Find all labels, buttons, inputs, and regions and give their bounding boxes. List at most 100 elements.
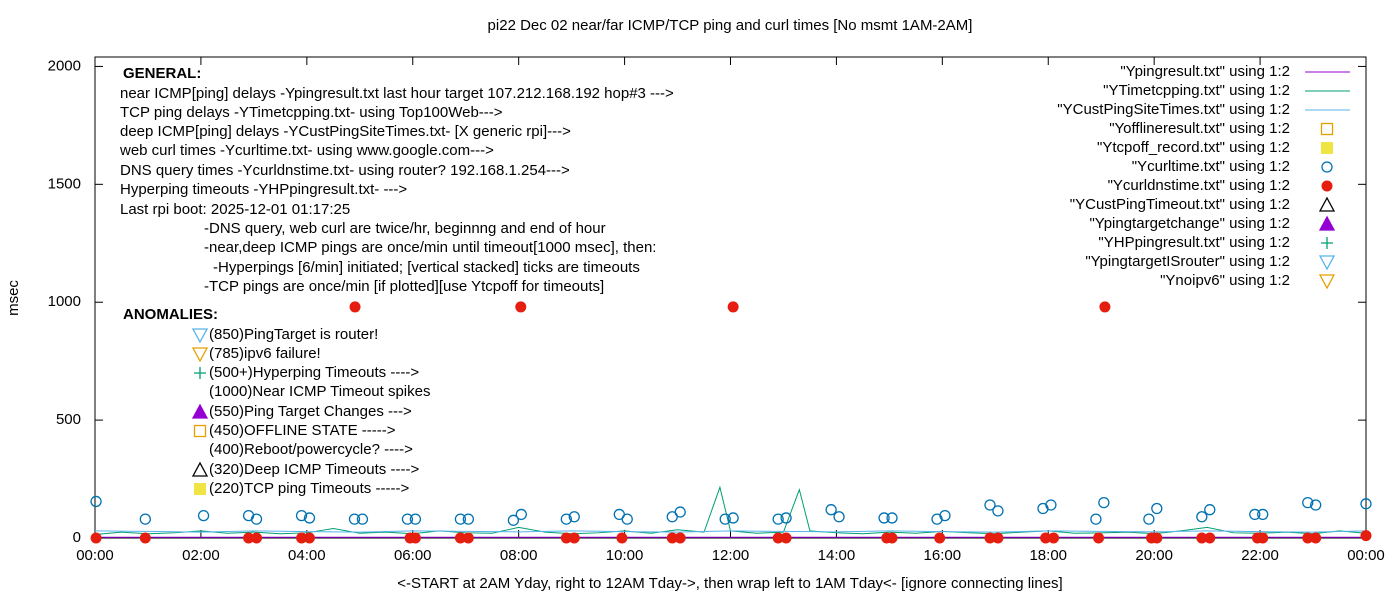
annotation: (785)ipv6 failure! [209,345,321,362]
data-point [349,301,361,313]
data-point [1048,532,1060,544]
annotation: (450)OFFLINE STATE -----> [209,422,396,439]
data-point [409,513,422,525]
data-point [454,513,467,525]
y-tick-label: 1000 [48,293,81,310]
data-point [90,495,102,508]
data-point [515,508,527,521]
legend-swatch [1321,161,1333,173]
data-point [243,532,255,544]
legend-label: "Yofflineresult.txt" using 1:2 [1109,120,1290,137]
legend-label: "YTimetcpping.txt" using 1:2 [1103,82,1290,99]
legend-label: "Ypingtargetchange" using 1:2 [1089,215,1290,232]
data-point [1360,498,1372,510]
data-point [348,513,361,525]
data-point [666,532,678,544]
data-point [409,532,421,544]
annotation: (1000)Near ICMP Timeout spikes [209,383,430,400]
data-point [772,532,784,544]
data-point [727,301,739,313]
data-point [992,505,1004,517]
legend-swatch [1321,180,1333,192]
y-tick-label: 0 [73,529,81,546]
annotation: -TCP pings are once/min [if plotted][use… [204,278,604,295]
x-tick-label: 16:00 [924,547,962,564]
data-point [825,504,837,516]
data-point [1196,511,1208,523]
annotation-symbol [194,367,206,379]
data-point [1360,530,1372,542]
data-point [1257,508,1269,521]
data-point [833,511,845,523]
legend-label: "Ypingresult.txt" using 1:2 [1120,63,1290,80]
data-point [568,532,580,544]
data-point [1040,532,1052,544]
legend-swatch [1318,255,1336,271]
data-point [1098,496,1110,509]
data-point [1151,532,1163,544]
legend-label: "YCustPingSiteTimes.txt" using 1:2 [1057,101,1290,118]
x-tick-label: 00:00 [1347,547,1385,564]
data-point [1310,532,1322,544]
annotation: ANOMALIES: [123,306,218,323]
annotation: TCP ping delays -YTimetcpping.txt- using… [120,104,503,121]
legend-label: "YCustPingTimeout.txt" using 1:2 [1070,196,1290,213]
data-point [886,512,898,524]
data-point [507,514,520,526]
legend-swatch [1321,142,1333,154]
data-point [1249,508,1261,521]
annotation: GENERAL: [123,65,201,82]
x-tick-label: 20:00 [1135,547,1173,564]
data-point [356,513,369,525]
data-point [303,512,316,524]
annotation: (320)Deep ICMP Timeouts ----> [209,461,419,478]
data-point [303,532,315,544]
x-axis-label: <-START at 2AM Yday, right to 12AM Tday-… [397,575,1062,592]
data-point [984,499,996,511]
data-point [934,532,946,544]
data-point [878,512,890,524]
annotation-symbol [191,347,209,363]
legend-label: "Ycurldnstime.txt" using 1:2 [1108,177,1290,194]
legend-label: "Ytcpoff_record.txt" using 1:2 [1097,139,1290,156]
data-point [886,532,898,544]
chart-title: pi22 Dec 02 near/far ICMP/TCP ping and c… [488,17,973,34]
x-tick-label: 18:00 [1029,547,1067,564]
data-point [1204,504,1216,516]
annotation: (550)Ping Target Changes ---> [209,403,412,420]
data-point [1302,532,1314,544]
annotation: -Hyperpings [6/min] initiated; [vertical… [213,259,640,276]
annotation: -DNS query, web curl are twice/hr, begin… [204,220,606,237]
x-tick-label: 10:00 [606,547,644,564]
y-tick-label: 1500 [48,175,81,192]
annotation: (500+)Hyperping Timeouts ----> [209,364,419,381]
y-tick-label: 2000 [48,57,81,74]
annotation: deep ICMP[ping] delays -YCustPingSiteTim… [120,123,571,140]
annotation: Last rpi boot: 2025-12-01 01:17:25 [120,201,350,218]
annotation: (850)PingTarget is router! [209,326,378,343]
legend-swatch [1318,274,1336,290]
x-tick-label: 02:00 [182,547,220,564]
data-point [992,532,1004,544]
data-point [90,532,102,544]
data-point [939,509,951,522]
data-point [780,512,792,524]
data-point [462,513,475,525]
x-tick-label: 22:00 [1241,547,1279,564]
data-point [295,509,308,522]
legend-swatch [1318,196,1336,212]
data-point [560,532,572,544]
data-point [1302,496,1314,509]
x-tick-label: 06:00 [394,547,432,564]
data-point [197,509,210,522]
series-line [94,530,1367,533]
annotation-symbol [191,461,209,477]
annotation: near ICMP[ping] delays -Ypingresult.txt … [120,85,674,102]
data-point [772,513,784,525]
data-point [1310,499,1322,511]
data-point [1143,513,1155,525]
x-tick-label: 00:00 [76,547,114,564]
data-point [984,532,996,544]
annotation-symbol [193,424,207,438]
